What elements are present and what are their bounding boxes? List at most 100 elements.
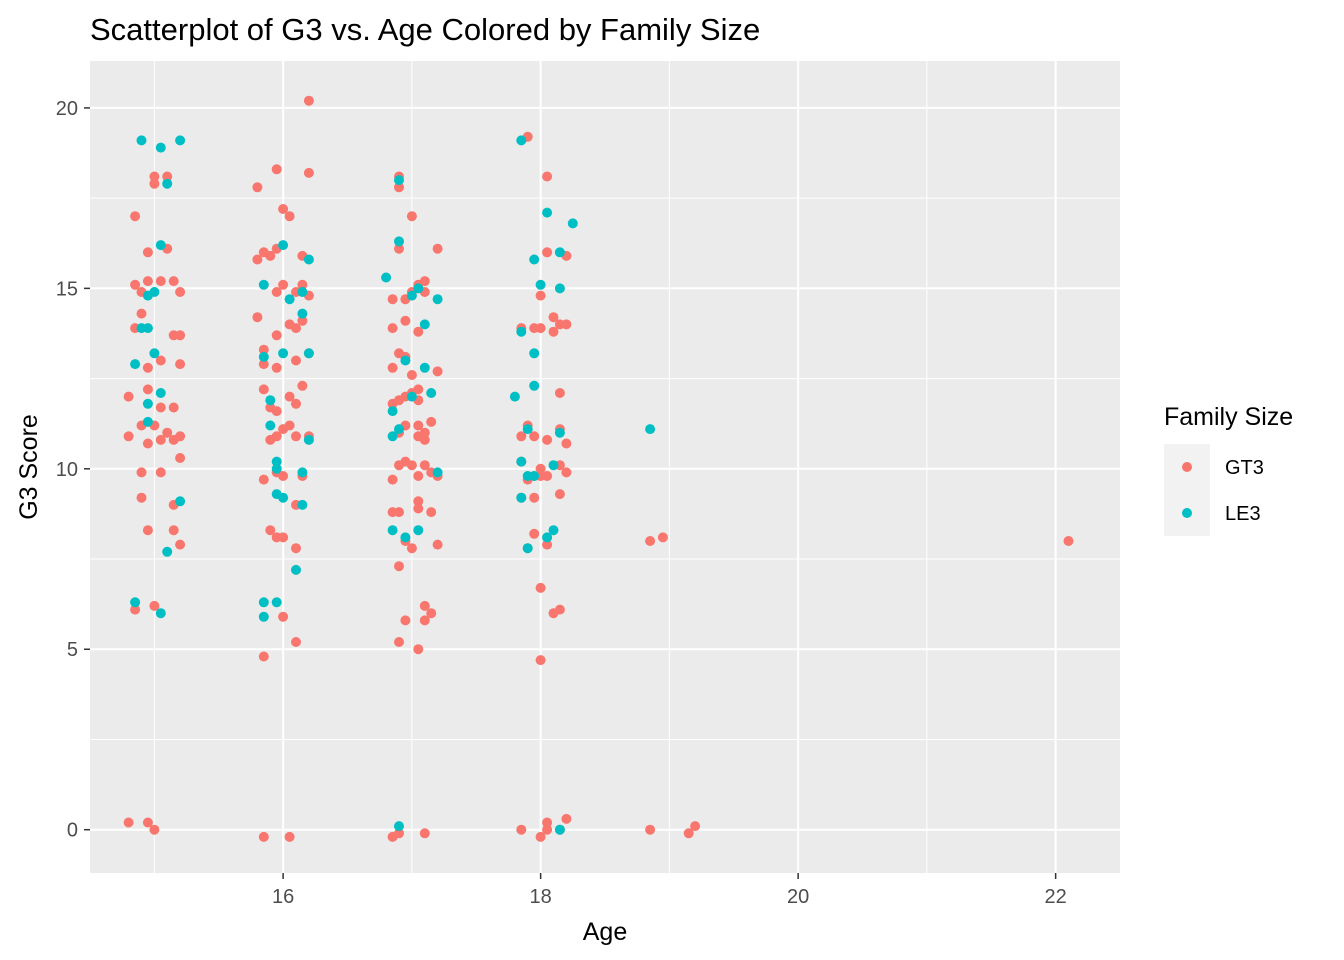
legend-label-le3: LE3 [1225, 503, 1261, 525]
point-le3 [542, 532, 553, 543]
point-gt3 [413, 326, 424, 337]
point-gt3 [394, 182, 404, 193]
point-gt3 [142, 384, 153, 395]
point-le3 [142, 398, 153, 409]
point-le3 [258, 611, 269, 622]
point-gt3 [291, 323, 301, 334]
point-gt3 [175, 287, 186, 297]
point-gt3 [291, 637, 301, 647]
minor-gridlines [90, 61, 1120, 873]
chart-title: Scatterplot of G3 vs. Age Colored by Fam… [90, 12, 760, 47]
point-le3 [162, 178, 173, 189]
point-gt3 [406, 460, 417, 471]
point-gt3 [155, 355, 166, 366]
point-le3 [535, 279, 546, 290]
y-axis-title: G3 Score [15, 414, 43, 520]
point-le3 [554, 824, 565, 835]
point-le3 [278, 240, 289, 251]
point-gt3 [394, 828, 404, 839]
legend: Family Size GT3 LE3 [1164, 403, 1293, 536]
point-le3 [162, 546, 173, 557]
point-gt3 [529, 492, 540, 503]
point-le3 [516, 456, 527, 467]
point-le3 [394, 821, 404, 832]
point-le3 [400, 355, 411, 366]
point-gt3 [1063, 536, 1074, 546]
point-gt3 [529, 528, 540, 539]
x-tick-label: 18 [530, 886, 552, 908]
point-gt3 [303, 95, 314, 106]
point-gt3 [303, 167, 314, 178]
point-gt3 [271, 164, 282, 175]
point-le3 [645, 424, 656, 435]
y-tick-label: 20 [56, 98, 78, 120]
point-le3 [265, 395, 276, 406]
point-gt3 [271, 431, 282, 442]
point-le3 [136, 135, 147, 146]
point-gt3 [297, 279, 308, 290]
point-le3 [271, 463, 282, 474]
point-gt3 [413, 471, 424, 481]
point-le3 [258, 279, 269, 290]
point-gt3 [284, 211, 295, 222]
point-gt3 [168, 402, 179, 413]
point-gt3 [258, 651, 269, 662]
point-gt3 [291, 543, 301, 554]
point-gt3 [400, 615, 411, 626]
point-gt3 [149, 171, 160, 182]
point-gt3 [271, 330, 282, 341]
point-le3 [413, 525, 424, 536]
legend-swatch-le3 [1182, 508, 1192, 518]
point-le3 [522, 543, 533, 554]
point-le3 [271, 456, 282, 467]
point-gt3 [123, 817, 134, 828]
point-le3 [258, 351, 269, 362]
point-gt3 [413, 420, 424, 431]
point-gt3 [142, 525, 153, 536]
point-le3 [381, 272, 392, 283]
point-le3 [548, 460, 559, 471]
point-gt3 [175, 431, 186, 442]
point-gt3 [278, 279, 289, 290]
point-gt3 [419, 600, 430, 611]
point-gt3 [426, 608, 437, 619]
point-gt3 [542, 471, 553, 481]
point-gt3 [142, 362, 153, 373]
point-gt3 [529, 323, 540, 334]
point-gt3 [291, 398, 301, 409]
point-gt3 [548, 326, 559, 337]
point-le3 [529, 380, 540, 391]
point-gt3 [542, 171, 553, 182]
point-le3 [175, 135, 186, 146]
point-gt3 [561, 813, 572, 824]
point-gt3 [419, 434, 430, 445]
point-gt3 [258, 384, 269, 395]
point-gt3 [162, 427, 173, 438]
point-gt3 [149, 178, 160, 189]
point-gt3 [535, 655, 546, 666]
point-le3 [432, 294, 443, 305]
point-gt3 [413, 644, 424, 655]
point-gt3 [645, 536, 656, 546]
point-le3 [271, 597, 282, 608]
legend-swatch-gt3 [1182, 462, 1192, 472]
major-gridlines [90, 61, 1120, 873]
point-gt3 [432, 366, 443, 377]
point-gt3 [130, 604, 141, 615]
point-le3 [258, 597, 269, 608]
point-gt3 [297, 380, 308, 391]
y-tick-label: 10 [56, 459, 78, 481]
point-le3 [149, 348, 160, 359]
point-gt3 [542, 434, 553, 445]
point-gt3 [535, 831, 546, 842]
point-gt3 [291, 431, 301, 442]
point-gt3 [413, 503, 424, 514]
point-gt3 [168, 276, 179, 287]
point-gt3 [516, 431, 527, 442]
point-gt3 [394, 243, 404, 254]
point-gt3 [529, 431, 540, 442]
point-gt3 [155, 402, 166, 413]
point-le3 [155, 142, 166, 153]
point-gt3 [394, 507, 404, 518]
